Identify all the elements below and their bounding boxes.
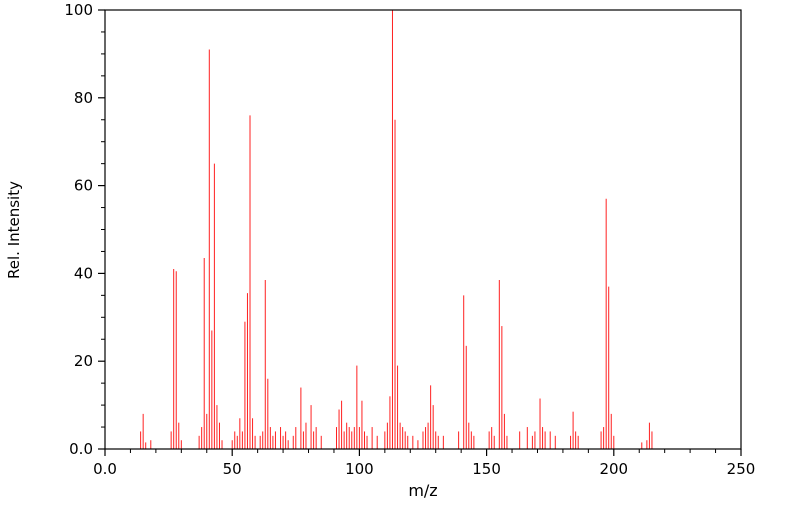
x-tick-label: 250 (727, 460, 756, 478)
y-axis-label: Rel. Intensity (5, 181, 23, 279)
plot-border (104, 9, 742, 450)
y-tick-label: 40 (74, 264, 93, 282)
x-tick-label: 0.0 (93, 460, 117, 478)
x-tick-label: 200 (599, 460, 628, 478)
y-tick-label: 80 (74, 89, 93, 107)
x-axis-label: m/z (408, 481, 437, 500)
y-tick-label: 60 (74, 177, 93, 195)
y-tick-label: 100 (64, 1, 93, 19)
y-tick-label: 0.0 (69, 440, 93, 458)
x-tick-label: 100 (345, 460, 374, 478)
x-tick-label: 150 (472, 460, 501, 478)
x-tick-label: 50 (223, 460, 242, 478)
y-tick-label: 20 (74, 352, 93, 370)
